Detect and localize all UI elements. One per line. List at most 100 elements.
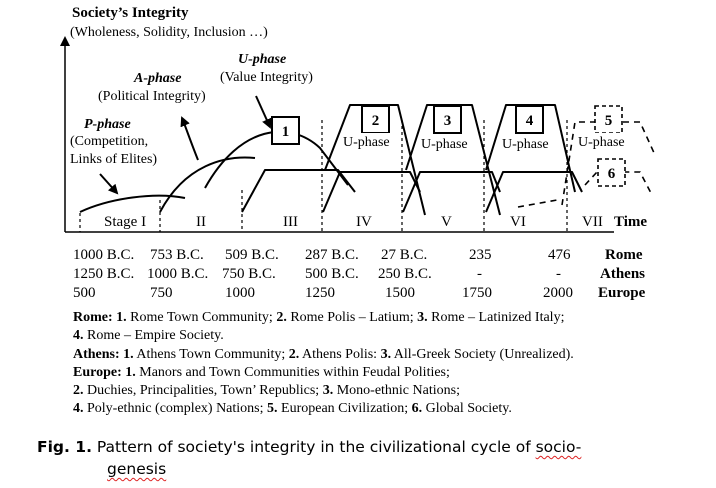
legend-num: 2. (73, 383, 84, 399)
legend-item: Rome – Empire Society. (83, 328, 224, 344)
u-phase-label-2: U-phase (343, 135, 390, 150)
y-axis-title: Society’s Integrity (72, 5, 189, 21)
figure-caption: Fig. 1. Pattern of society's integrity i… (37, 436, 697, 480)
u-phase-desc: (Value Integrity) (220, 70, 313, 85)
legend-num: 1. (116, 310, 127, 325)
u-phase-label-4: U-phase (502, 137, 549, 152)
legend-line: Europe: 1. Manors and Town Communities w… (73, 364, 703, 382)
timeline-cell: 2000 (543, 285, 573, 301)
cycle-shape-4c (485, 171, 583, 213)
legend-num: 6. (411, 401, 423, 417)
cycle-shape-3c (402, 171, 501, 213)
future-dashes (517, 121, 656, 208)
timeline-cell: 500 B.C. (305, 266, 359, 282)
timeline-cell: 1500 (385, 285, 415, 301)
timeline-cell: - (477, 266, 482, 282)
legend-head-europe: Europe: (73, 364, 122, 380)
box-2-label: 2 (372, 113, 380, 129)
a-phase-name: A-phase (134, 71, 182, 86)
legend-line: 4. Rome – Empire Society. (73, 327, 703, 345)
legend-item: Rome Town Community; (126, 310, 277, 325)
legend-line: 4. Poly-ethnic (complex) Nations; 5. Eur… (73, 400, 703, 418)
time-label: Time (614, 214, 647, 230)
timeline-cell: 1000 (225, 285, 255, 301)
stage-separators (79, 120, 568, 232)
legend-num: 3. (322, 383, 334, 399)
caption-text: Pattern of society's integrity in the ci… (91, 438, 536, 456)
timeline-cell: 753 B.C. (150, 247, 204, 263)
box-4 (515, 105, 544, 134)
box-5-label: 5 (605, 113, 613, 129)
box-6-label: 6 (608, 166, 616, 182)
stage-label-6: VI (510, 214, 526, 230)
timeline-cell: 1250 (305, 285, 335, 301)
legend-item: Mono-ethnic Nations; (333, 383, 460, 399)
legend-head-rome: Rome: (73, 310, 113, 325)
y-axis-subtitle: (Wholeness, Solidity, Inclusion …) (70, 25, 268, 40)
legend-item: Rome – Latinized Italy; (427, 310, 565, 325)
timeline-cell: 1000 B.C. (73, 247, 135, 263)
stage-label-5: V (441, 214, 452, 230)
timeline-cell: 1250 B.C. (73, 266, 135, 282)
legend-head-athens: Athens: (73, 346, 120, 362)
timeline-cell: 476 (548, 247, 571, 263)
legend-num: 4. (73, 401, 84, 417)
legend-item: All-Greek Society (Unrealized). (391, 346, 574, 362)
legend-item: Duchies, Principalities, Town’ Republics… (83, 383, 323, 399)
p-phase-desc-1: (Competition, (70, 134, 149, 149)
caption-word: genesis (107, 460, 167, 478)
u-phase-label-3: U-phase (421, 137, 468, 152)
stage-label-1: Stage I (104, 214, 146, 230)
legend: Rome: 1. Rome Town Community; 2. Rome Po… (73, 309, 703, 419)
legend-line: Athens: 1. Athens Town Community; 2. Ath… (73, 346, 703, 364)
box-3-label: 3 (444, 113, 452, 129)
stage-label-7: VII (582, 214, 603, 230)
caption-word: socio- (535, 438, 582, 456)
caption-line: Fig. 1. Pattern of society's integrity i… (37, 436, 697, 458)
timeline-cell: 235 (469, 247, 492, 263)
box-5 (594, 105, 623, 134)
legend-item: Athens Town Community; (133, 346, 289, 362)
legend-item: Poly-ethnic (complex) Nations; (83, 401, 268, 417)
caption-line: genesis (37, 458, 697, 480)
timeline-cell: 750 B.C. (222, 266, 276, 282)
a-phase-curve (159, 156, 256, 213)
box-4-label: 4 (526, 113, 534, 129)
timeline-cell: 1000 B.C. (147, 266, 209, 282)
integrity-diagram: 1 2 3 4 5 6 U-phase U-phase U-phase U-ph… (60, 36, 656, 233)
p-phase-arrow (99, 173, 119, 195)
a-phase-desc: (Political Integrity) (98, 89, 206, 104)
legend-item: Athens Polis: (299, 346, 381, 362)
legend-num: 3. (380, 346, 392, 362)
timeline-row-label: Athens (600, 266, 646, 282)
cycle-shape-3 (241, 169, 356, 213)
p-phase-curve (79, 194, 186, 213)
timeline-cell: 1750 (462, 285, 492, 301)
timeline-cell: 500 (73, 285, 96, 301)
legend-num: 1. (125, 364, 136, 380)
legend-item: Global Society. (422, 401, 512, 417)
legend-num: 1. (123, 346, 134, 362)
u-phase-name: U-phase (238, 52, 287, 67)
box-3 (433, 105, 462, 134)
legend-line: Rome: 1. Rome Town Community; 2. Rome Po… (73, 309, 703, 327)
legend-num: 5. (267, 401, 278, 417)
box-6 (597, 158, 626, 187)
legend-num: 3. (417, 310, 428, 325)
timeline-cell: 750 (150, 285, 173, 301)
stage-label-2: II (196, 214, 206, 230)
box-1 (271, 116, 300, 145)
box-1-label: 1 (282, 124, 290, 140)
stage-label-3: III (283, 214, 298, 230)
legend-num: 4. (73, 328, 84, 344)
timeline-cell: 287 B.C. (305, 247, 359, 263)
timeline-cell: 250 B.C. (378, 266, 432, 282)
legend-item: European Civilization; (277, 401, 412, 417)
timeline-row-label: Rome (605, 247, 643, 263)
legend-num: 2. (276, 310, 287, 325)
future-dash-5 (561, 121, 656, 206)
u-phase-arrow (255, 95, 272, 129)
legend-item: Manors and Town Communities within Feuda… (135, 364, 450, 380)
phase-arrows (99, 95, 272, 195)
u-phase-label-5: U-phase (578, 135, 625, 150)
